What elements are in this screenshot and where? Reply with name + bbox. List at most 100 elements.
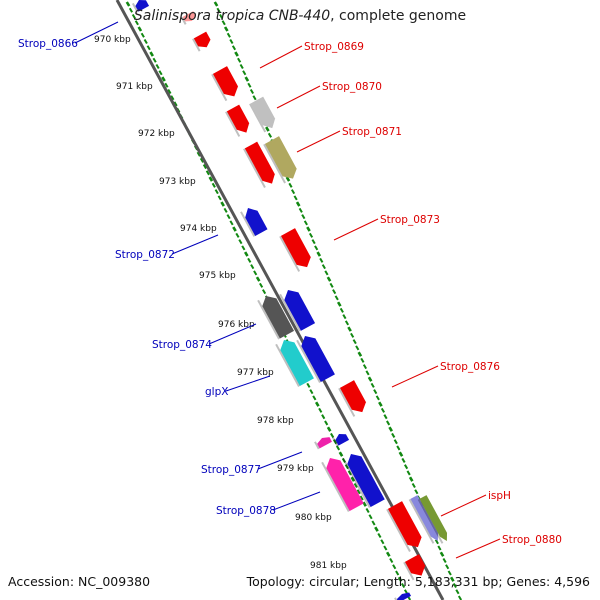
right-tick: [237, 57, 242, 63]
gene-labels: Strop_0869 Strop_0870 Strop_0871 Strop_0873…: [18, 21, 562, 559]
left-tick: [262, 289, 267, 295]
right-tick: [452, 582, 457, 589]
left-tick: [229, 220, 234, 226]
right-tick: [336, 301, 342, 307]
left-tick: [314, 401, 320, 407]
left-tick: [125, 1, 131, 7]
left-tick: [324, 420, 329, 426]
gene-arrow: [275, 340, 314, 387]
left-tick: [377, 532, 382, 538]
left-tick: [309, 389, 314, 395]
right-tick: [308, 232, 314, 238]
left-tick: [232, 226, 237, 232]
right-tick: [249, 89, 255, 95]
left-tick: [350, 476, 356, 482]
right-tick: [229, 39, 234, 45]
gene-arrow: [417, 495, 448, 544]
gene-label: Strop_0873: [380, 214, 440, 226]
left-tick: [143, 39, 148, 45]
right-tick: [344, 320, 350, 326]
gene-label: Strop_0874: [152, 339, 212, 351]
leader-line: [276, 85, 321, 109]
left-tick: [250, 264, 255, 270]
species-name: Salinispora tropica CNB-440: [133, 8, 331, 24]
left-tick: [170, 95, 175, 101]
ruler-label: 980 kbp: [295, 513, 332, 523]
right-tick: [375, 395, 380, 401]
left-tick: [211, 182, 216, 188]
left-tick: [241, 245, 246, 251]
ruler-label: 976 kbp: [218, 320, 255, 330]
leader-line: [391, 365, 439, 388]
left-tick: [338, 451, 344, 457]
left-tick: [368, 514, 373, 520]
right-tick: [319, 257, 324, 263]
right-tick: [455, 589, 460, 595]
leader-line: [225, 375, 271, 392]
left-tick: [383, 545, 388, 551]
right-tick: [445, 564, 450, 570]
left-tick: [374, 526, 379, 532]
gene-arrow: [403, 554, 426, 581]
right-tick: [439, 551, 445, 557]
leader-line: [333, 218, 379, 241]
right-tick: [213, 1, 219, 7]
left-tick: [134, 20, 139, 26]
map-title: Salinispora tropica CNB-440, complete ge…: [0, 8, 600, 24]
right-tick: [321, 264, 326, 270]
left-tick: [158, 70, 163, 76]
ruler-label: 971 kbp: [116, 82, 153, 92]
gene-arrow: [240, 208, 268, 237]
right-tick: [350, 332, 355, 338]
left-tick: [167, 89, 172, 95]
left-tick: [208, 176, 214, 182]
gene-arrow: [225, 104, 250, 137]
left-tick: [131, 13, 136, 20]
gene-arrow: [211, 66, 239, 102]
left-tick: [344, 464, 349, 470]
left-tick: [220, 201, 225, 207]
right-tick: [301, 214, 306, 220]
left-tick: [385, 551, 391, 557]
right-tick: [293, 195, 298, 201]
left-tick: [149, 51, 154, 57]
left-tick: [359, 495, 364, 501]
left-tick: [128, 7, 134, 13]
ruler-label: 978 kbp: [257, 416, 294, 426]
left-tick: [362, 501, 367, 507]
leader-line: [208, 323, 257, 345]
left-tick: [155, 64, 160, 70]
left-tick: [223, 207, 228, 213]
left-tick: [395, 570, 400, 576]
left-tick: [235, 232, 240, 238]
left-tick: [244, 251, 249, 257]
left-tick: [341, 457, 346, 463]
right-tick: [239, 64, 244, 70]
ruler-label: 974 kbp: [180, 224, 217, 234]
right-tick: [391, 432, 396, 438]
gene-label: Strop_0871: [342, 126, 402, 138]
right-tick: [457, 595, 463, 600]
gene-arrow: [243, 141, 275, 188]
left-tick: [238, 239, 243, 245]
gene-features: [131, 0, 448, 600]
right-tick: [373, 389, 378, 395]
left-tick: [389, 557, 394, 563]
gene-arrow: [342, 454, 385, 508]
right-tick: [216, 7, 221, 13]
right-tick: [411, 482, 416, 488]
gene-arrow: [192, 31, 211, 52]
title-suffix: , complete genome: [330, 8, 467, 24]
gene-label: Strop_0876: [440, 361, 500, 373]
ruler-label: 970 kbp: [94, 35, 131, 45]
gene-arrow: [180, 11, 196, 25]
right-tick: [447, 570, 452, 576]
right-tick: [347, 326, 352, 332]
left-tick: [326, 426, 332, 432]
right-tick: [386, 420, 391, 426]
left-tick: [330, 432, 335, 438]
accession-label: Accession: NC_009380: [8, 574, 151, 589]
left-tick: [365, 507, 370, 513]
right-tick: [265, 126, 270, 132]
